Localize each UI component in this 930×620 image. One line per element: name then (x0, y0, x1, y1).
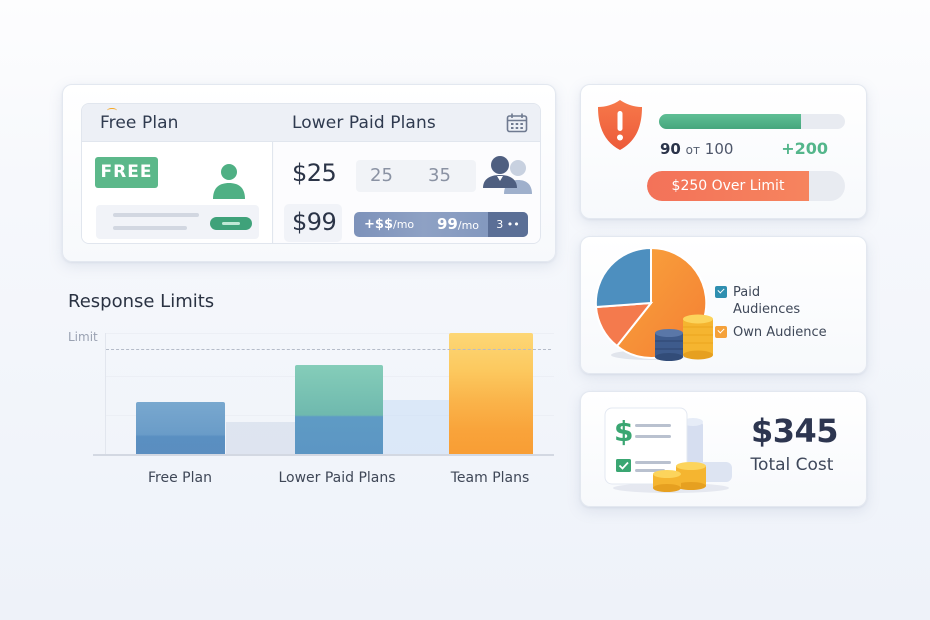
plans-comparison: Free Plan Lower Paid Plans FREE (81, 103, 541, 244)
x-label-free-plan: Free Plan (148, 470, 212, 486)
placeholder-line (113, 226, 187, 230)
audience-card: Paid Audiences Own Audience (580, 236, 867, 374)
bar-free-plan[interactable] (136, 402, 225, 456)
tier-options: 25 35 (356, 160, 476, 192)
usage-progress-bar (659, 114, 845, 129)
total-cost-card: $ $345 Total Cost (580, 391, 867, 507)
paid-plans-title: Lower Paid Plans (292, 113, 436, 133)
monthly-price: 99/mo (437, 215, 480, 233)
more-options-button[interactable]: 3 •• (488, 212, 528, 237)
checkbox-icon[interactable] (715, 326, 727, 338)
free-plan-details (96, 205, 259, 239)
usage-value: 90 от 100 (660, 140, 734, 158)
user-icon (213, 164, 245, 199)
shield-alert-icon (598, 100, 642, 150)
over-limit-alert[interactable]: $250 Over Limit (647, 171, 809, 201)
usage-limit-card: 90 от 100 +200 $250 Over Limit (580, 84, 867, 219)
price-99-bg (284, 204, 342, 242)
addon-price: +$$/mo (364, 217, 415, 232)
free-badge: FREE (95, 157, 158, 188)
free-plan-title: Free Plan (100, 113, 179, 133)
x-axis (93, 454, 554, 456)
bar-shadow (226, 422, 296, 454)
paid-plans-panel: $25 25 35 $99 +$$/mo 99/mo 3 •• (274, 142, 540, 243)
free-plan-toggle[interactable] (210, 217, 252, 230)
over-limit-bar: $250 Over Limit (647, 171, 845, 201)
calendar-icon[interactable] (506, 113, 528, 133)
svg-text:$: $ (614, 415, 633, 448)
price-99: $99 (292, 208, 337, 236)
response-limits-chart: Limit Free Plan Lower Paid Plans Team Pl… (68, 330, 554, 486)
team-icon (483, 156, 532, 194)
plans-card: Free Plan Lower Paid Plans FREE (62, 84, 556, 262)
bar-lower-paid-plans[interactable] (295, 365, 383, 456)
x-label-team-plans: Team Plans (450, 470, 530, 486)
placeholder-line (113, 213, 199, 217)
y-axis (105, 333, 106, 455)
usage-extra: +200 (781, 139, 828, 158)
bar-shadow (383, 400, 453, 454)
coins-icon (655, 314, 713, 361)
bar-team-plans[interactable] (449, 333, 533, 456)
legend-own-audience[interactable]: Own Audience (715, 324, 827, 341)
tier-option-35[interactable]: 35 (428, 165, 451, 186)
sparkle-icon (107, 108, 117, 113)
usage-progress-fill (659, 114, 801, 129)
legend-paid-audiences[interactable]: Paid Audiences (715, 284, 800, 318)
plans-header: Free Plan Lower Paid Plans (82, 104, 540, 142)
invoice-icon: $ (604, 407, 732, 493)
price-25: $25 (292, 159, 337, 187)
tier-option-25[interactable]: 25 (370, 165, 393, 186)
limit-reference-line (106, 349, 551, 350)
checkbox-icon[interactable] (715, 286, 727, 298)
chart-title: Response Limits (68, 291, 215, 312)
total-cost-amount: $345 (751, 412, 839, 450)
x-label-lower-paid-plans: Lower Paid Plans (278, 470, 396, 486)
free-plan-panel: FREE (82, 142, 273, 243)
gridline (106, 333, 554, 334)
limit-label: Limit (68, 330, 98, 344)
total-cost-label: Total Cost (750, 455, 834, 475)
pricing-breakdown-pill[interactable]: +$$/mo 99/mo 3 •• (354, 212, 528, 237)
